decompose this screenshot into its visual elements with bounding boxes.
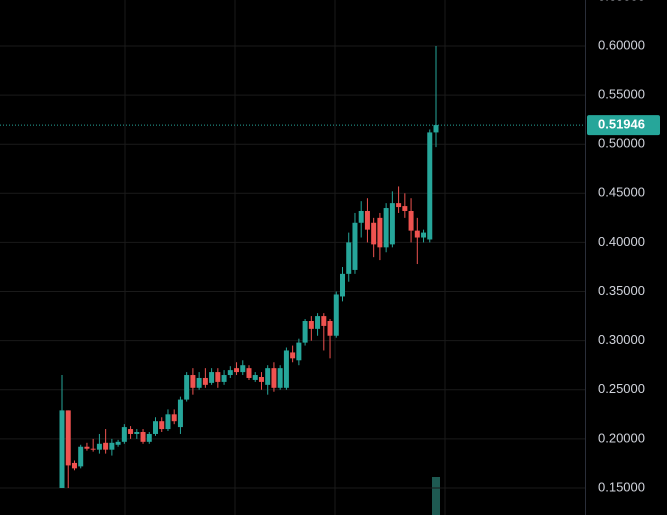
candle-body [364,210,370,230]
candle-body [408,210,414,231]
candle-body [327,321,333,336]
candle-body [71,462,77,469]
candle-body [227,370,233,376]
candle-body [246,368,252,378]
candle-body [65,410,71,466]
candle-body [321,316,327,326]
candle-body [153,421,158,434]
candle-body [146,433,152,442]
candle-body [184,375,190,400]
volume-bar [432,477,440,515]
candle-body [90,448,96,450]
candle-body [177,399,183,428]
candle-body [427,132,433,240]
candle-body [209,372,215,383]
candle-body [433,125,439,133]
candle-body [128,429,134,434]
candle-body [196,377,202,388]
candle-body [296,342,302,361]
y-tick-label: 0.25000 [598,381,645,396]
candle-body [215,372,221,382]
candle-body [190,375,196,388]
candle-body [352,222,358,270]
y-tick-label: 0.45000 [598,185,645,200]
y-tick-label: 0.15000 [598,479,645,494]
candle-body [202,377,208,385]
candle-body [121,427,127,442]
candle-body [358,210,364,223]
candle-body [377,217,383,248]
candle-body [290,352,296,359]
candle-body [78,446,84,467]
candle-body [315,316,321,329]
y-tick-label: 0.35000 [598,283,645,298]
candle-body [302,321,308,343]
candle-body [346,242,352,274]
candle-body [340,273,345,297]
candle-body [421,232,427,238]
candle-body [277,368,283,388]
candle-body [371,222,377,245]
candle-body [402,206,408,211]
y-tick-label: 0.50000 [598,136,645,151]
last-price-box [587,115,660,136]
y-tick-label: 0.55000 [598,87,645,102]
candle-body [59,410,65,488]
candle-body [109,442,115,450]
last-price-label: 0.51946 [598,117,645,132]
candle-body [84,446,90,449]
candle-body [414,230,420,238]
candle-body [265,368,271,385]
candle-body [258,376,264,382]
candle-body [234,368,240,373]
candle-body [308,321,314,329]
candle-body [115,441,121,445]
candle-body [96,443,102,450]
y-tick-label: 0.20000 [598,430,645,445]
candle-body [240,365,246,373]
candle-body [389,203,395,245]
candle-body [165,414,171,430]
y-tick-label: 0.60000 [598,37,645,52]
candle-body [103,442,109,450]
candle-body [221,375,227,382]
candle-body [159,421,165,430]
candle-body [271,368,277,388]
candle-body [383,208,389,248]
candle-body [252,375,258,380]
candle-body [396,203,402,208]
y-tick-label: 0.30000 [598,332,645,347]
y-tick-label: 0.65000 [598,0,645,3]
candle-body [283,350,289,388]
candle-body [333,294,339,336]
candle-body [134,431,140,434]
candle-body [171,414,177,422]
y-tick-label: 0.40000 [598,234,645,249]
candle-body [140,431,146,442]
